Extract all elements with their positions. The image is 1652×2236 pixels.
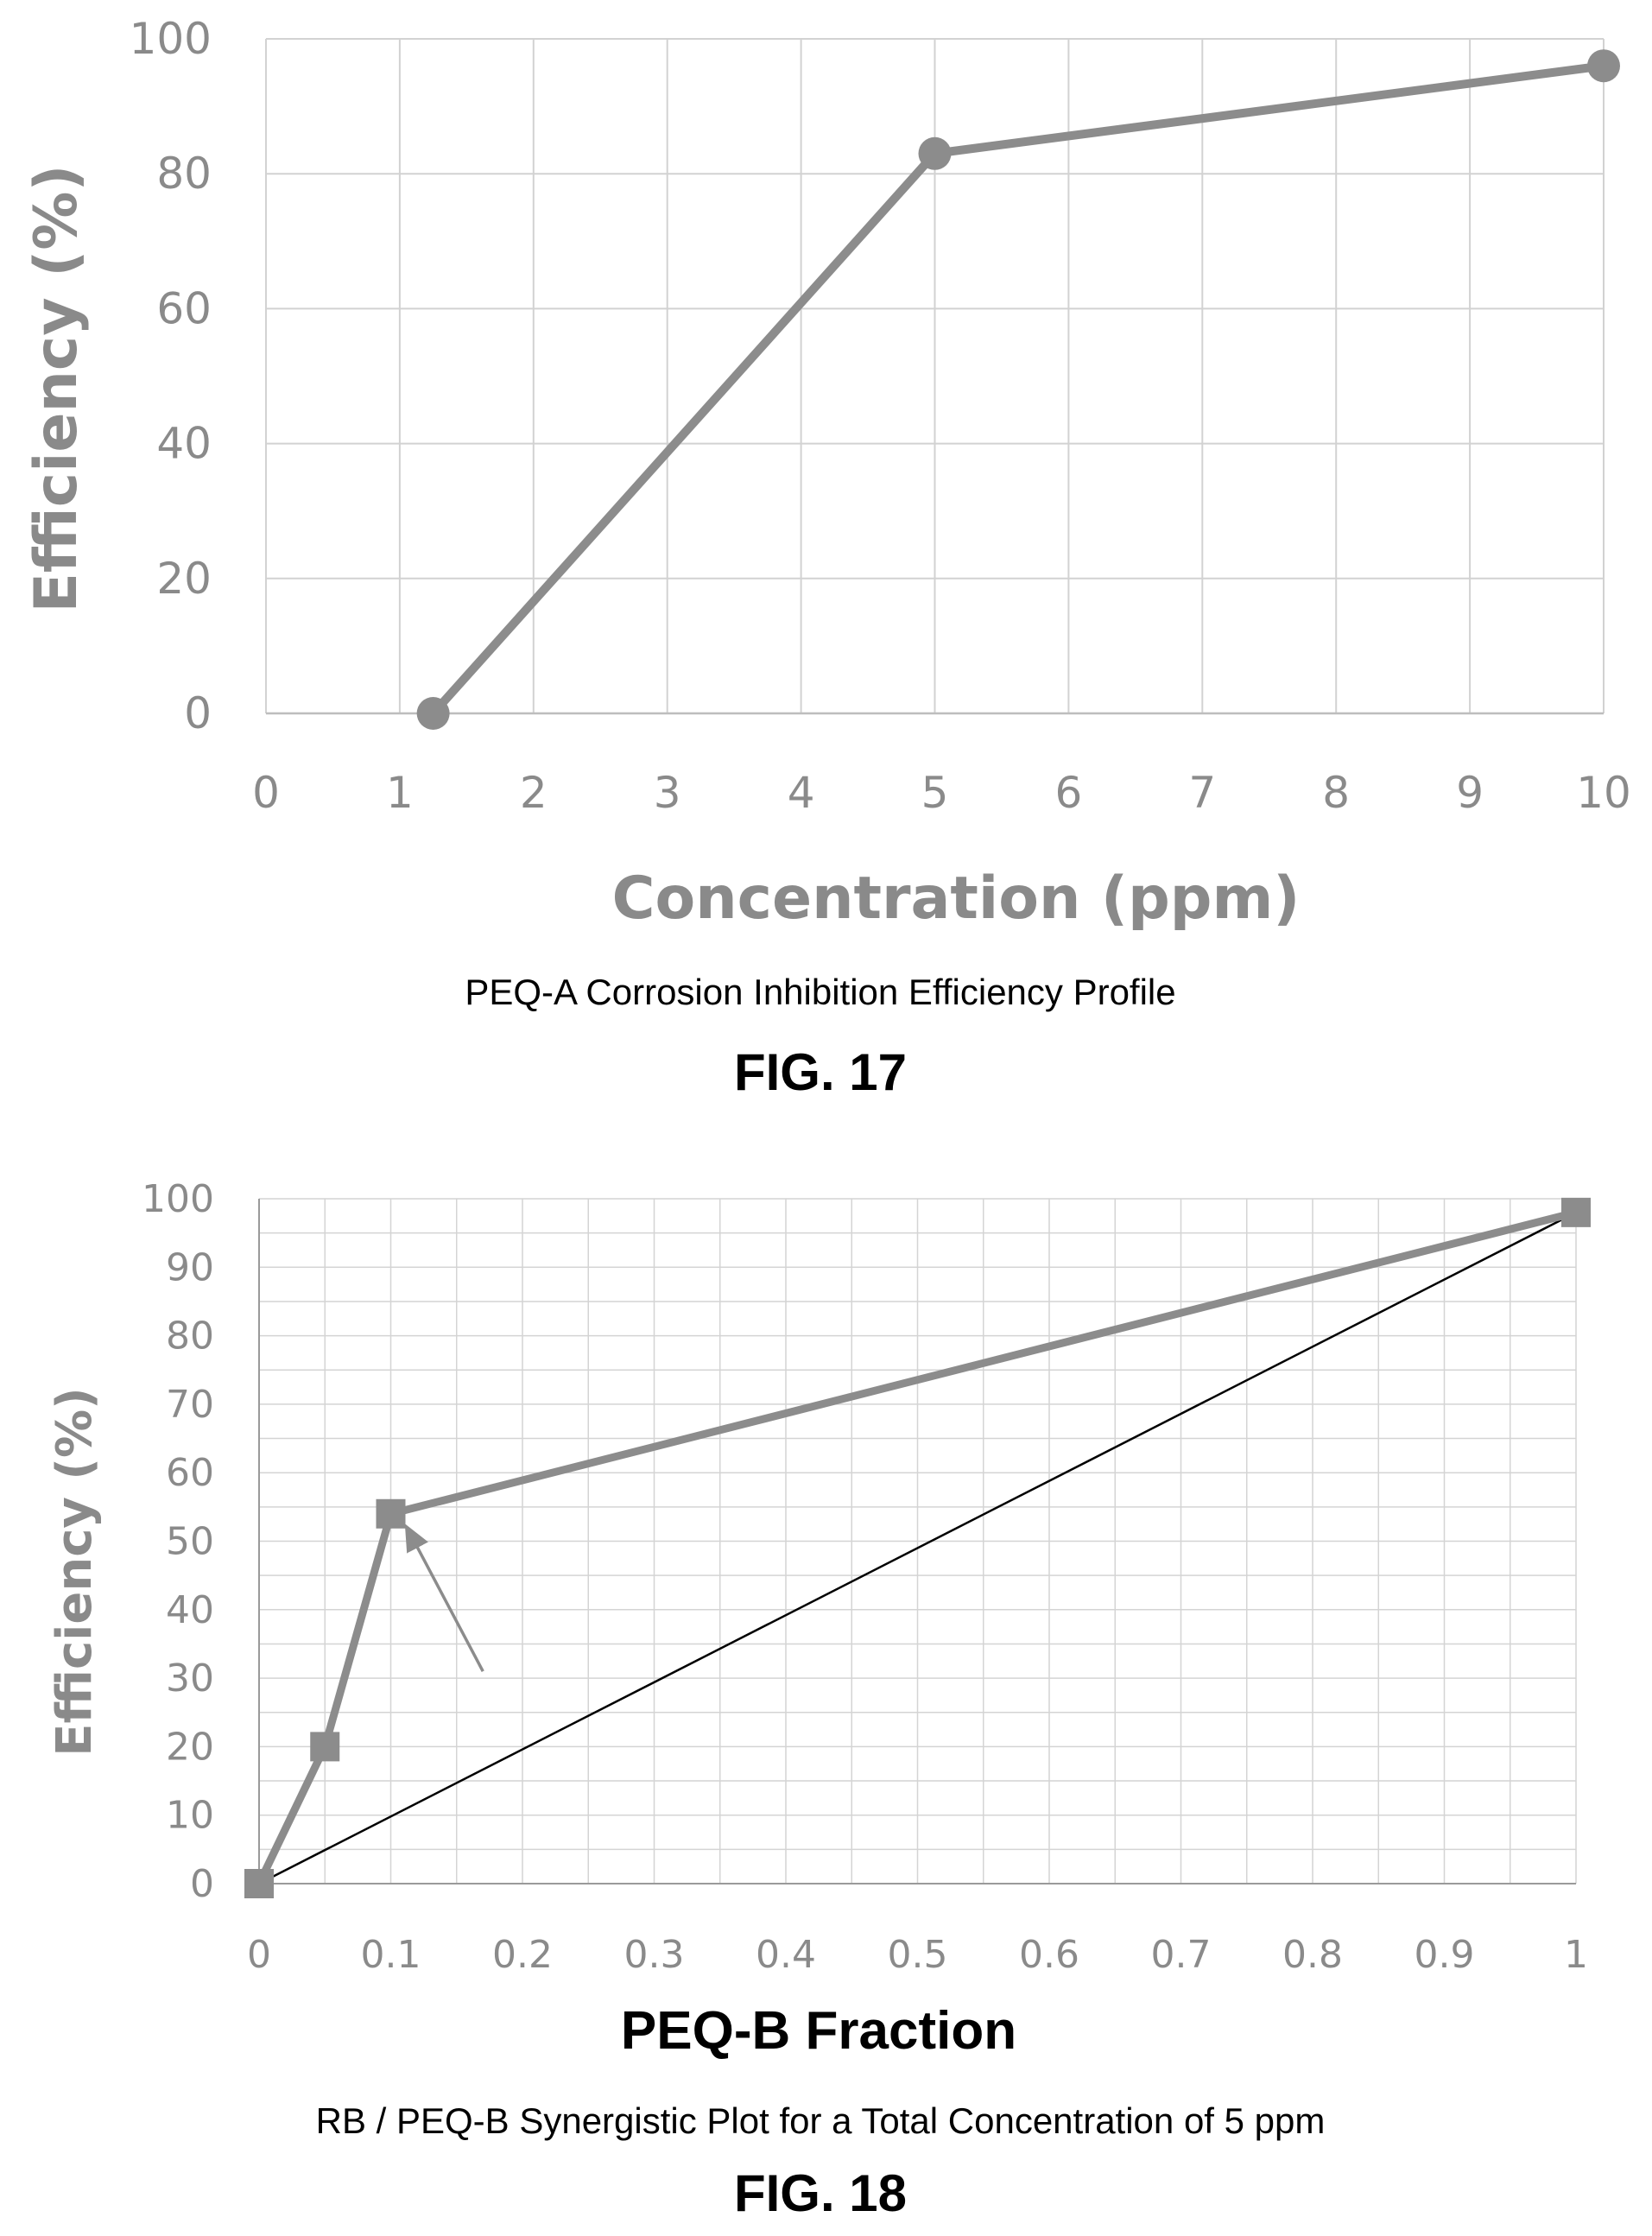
y-tick-label: 90: [166, 1245, 214, 1289]
data-point: [376, 1498, 406, 1529]
x-tick-label: 3: [654, 768, 681, 818]
data-point: [918, 136, 952, 170]
x-tick-label: 5: [921, 768, 949, 818]
x-tick-label: 7: [1188, 768, 1216, 818]
x-tick-label: 0.2: [492, 1933, 553, 1977]
y-tick-label: 20: [156, 554, 212, 604]
data-point: [416, 697, 450, 730]
data-point: [244, 1869, 274, 1898]
chart-fig17-y-ticks: 0 20 40 60 80 100: [130, 14, 212, 738]
x-tick-label: 2: [520, 768, 548, 818]
chart-fig17-y-axis-title: Efficiency (%): [22, 164, 91, 612]
y-tick-label: 0: [190, 1862, 214, 1906]
fig18-caption: RB / PEQ-B Synergistic Plot for a Total …: [316, 2100, 1326, 2141]
fig18-label: FIG. 18: [734, 2164, 907, 2222]
y-tick-label: 0: [184, 688, 212, 738]
x-tick-label: 0.5: [888, 1933, 948, 1977]
x-tick-label: 1: [386, 768, 414, 818]
x-tick-label: 8: [1322, 768, 1350, 818]
x-tick-label: 0.4: [756, 1933, 816, 1977]
chart-fig17: 0 20 40 60 80 100 0 1 2 3 4 5 6 7 8 9 10 Concentration …: [22, 14, 1631, 1101]
x-tick-label: 1: [1564, 1933, 1588, 1977]
y-tick-label: 80: [166, 1314, 214, 1359]
x-tick-label: 0.6: [1019, 1933, 1079, 1977]
data-point: [1587, 49, 1620, 83]
x-tick-label: 10: [1576, 768, 1631, 818]
x-tick-label: 0.8: [1282, 1933, 1343, 1977]
y-tick-label: 100: [130, 14, 212, 64]
chart-fig17-series: [416, 49, 1620, 730]
y-tick-label: 100: [142, 1177, 214, 1221]
x-tick-label: 0.7: [1151, 1933, 1212, 1977]
y-tick-label: 40: [156, 419, 212, 469]
chart-fig18-x-ticks: 0 0.1 0.2 0.3 0.4 0.5 0.6 0.7 0.8 0.9 1: [247, 1933, 1588, 1977]
series-line: [429, 61, 1605, 717]
y-tick-label: 60: [156, 283, 212, 333]
y-tick-label: 10: [166, 1794, 214, 1838]
fig17-caption: PEQ-A Corrosion Inhibition Efficiency Pr…: [465, 972, 1175, 1012]
series-line: [255, 1208, 1578, 1885]
chart-fig18-x-axis-title: PEQ-B Fraction: [621, 2001, 1016, 2061]
data-point: [310, 1732, 340, 1762]
reference-line: [258, 1211, 1577, 1885]
chart-fig18-frame: [258, 1199, 1576, 1884]
y-tick-label: 30: [166, 1656, 214, 1701]
data-point: [1561, 1197, 1591, 1227]
annotation-arrow: [404, 1523, 484, 1672]
chart-fig17-x-ticks: 0 1 2 3 4 5 6 7 8 9 10: [252, 768, 1631, 818]
x-tick-label: 0: [252, 768, 280, 818]
y-tick-label: 20: [166, 1725, 214, 1769]
x-tick-label: 6: [1054, 768, 1082, 818]
y-tick-label: 50: [166, 1520, 214, 1564]
chart-fig17-x-axis-title: Concentration (ppm): [612, 865, 1301, 933]
x-tick-label: 0.1: [361, 1933, 421, 1977]
y-tick-label: 40: [166, 1588, 214, 1632]
x-tick-label: 0: [247, 1933, 271, 1977]
chart-fig18-grid: [258, 1198, 1577, 1884]
chart-fig18-series: [244, 1197, 1591, 1898]
y-tick-label: 70: [166, 1383, 214, 1427]
x-tick-label: 0.3: [624, 1933, 685, 1977]
x-tick-label: 0.9: [1415, 1933, 1475, 1977]
chart-fig18-y-ticks: 0 10 20 30 40 50 60 70 80 90 100: [142, 1177, 214, 1906]
chart-fig18-annotations: [404, 1523, 484, 1672]
y-tick-label: 60: [166, 1451, 214, 1495]
y-tick-label: 80: [156, 149, 212, 199]
x-tick-label: 4: [788, 768, 815, 818]
fig17-label: FIG. 17: [734, 1043, 907, 1101]
chart-fig18-y-axis-title: Efficiency (%): [47, 1387, 103, 1756]
x-tick-label: 9: [1456, 768, 1484, 818]
